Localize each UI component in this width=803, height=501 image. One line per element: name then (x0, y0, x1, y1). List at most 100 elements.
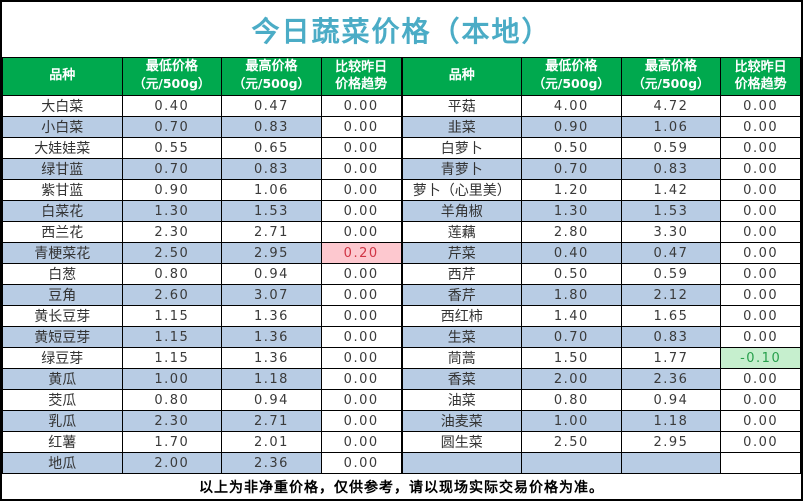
table-row: 茭瓜 0.80 0.94 0.00 (2, 389, 402, 411)
col-min-price: 最低价格 （元/500g） (121, 57, 223, 96)
table-row: 大娃娃菜 0.55 0.65 0.00 (2, 137, 402, 159)
table-row: 白萝卜 0.50 0.59 0.00 (401, 137, 801, 159)
max-price-cell: 2.71 (221, 410, 322, 432)
table-row: 茼蒿 1.50 1.77 -0.10 (401, 347, 801, 369)
table-row: 乳瓜 2.30 2.71 0.00 (2, 410, 402, 432)
min-price-cell: 1.30 (121, 200, 223, 222)
trend-cell: 0.00 (720, 200, 801, 222)
min-price-cell: 1.00 (521, 410, 622, 432)
variety-cell: 西芹 (401, 263, 523, 285)
min-price-cell: 1.00 (121, 368, 223, 390)
header-label: 价格趋势 (734, 76, 787, 92)
max-price-cell: 2.36 (620, 368, 722, 390)
min-price-cell: 2.50 (521, 431, 622, 453)
variety-cell: 香菜 (401, 368, 523, 390)
table-row: 西芹 0.50 0.59 0.00 (401, 263, 801, 285)
variety-cell: 油菜 (401, 389, 523, 411)
table-row: 青梗菜花 2.50 2.95 0.20 (2, 242, 402, 264)
variety-cell: 芹菜 (401, 242, 523, 264)
variety-cell: 青梗菜花 (2, 242, 123, 264)
col-variety: 品种 (401, 57, 523, 96)
variety-cell: 青萝卜 (401, 158, 523, 180)
variety-cell: 西红柿 (401, 305, 523, 327)
variety-cell (401, 452, 523, 474)
min-price-cell: 0.90 (121, 179, 223, 201)
variety-cell: 萝卜（心里美） (401, 179, 523, 201)
trend-cell: 0.00 (320, 263, 402, 285)
col-trend: 比较昨日 价格趋势 (320, 57, 402, 96)
max-price-cell: 2.12 (620, 284, 722, 306)
variety-cell: 油麦菜 (401, 410, 523, 432)
variety-cell: 豆角 (2, 284, 123, 306)
tables-area: 品种 最低价格 （元/500g） 最高价格 （元/500g） 比较昨日 价格趋势 大白… (2, 57, 801, 474)
max-price-cell: 0.94 (221, 389, 322, 411)
max-price-cell: 2.95 (620, 431, 722, 453)
max-price-cell: 0.83 (620, 326, 722, 348)
max-price-cell: 0.59 (620, 263, 722, 285)
min-price-cell: 1.80 (521, 284, 622, 306)
max-price-cell: 1.06 (221, 179, 322, 201)
table-row: 萝卜（心里美） 1.20 1.42 0.00 (401, 179, 801, 201)
min-price-cell: 1.20 (521, 179, 622, 201)
header-label: 最高价格 (644, 59, 697, 75)
trend-cell: 0.00 (720, 221, 801, 243)
table-row: 白葱 0.80 0.94 0.00 (2, 263, 402, 285)
min-price-cell: 2.30 (121, 221, 223, 243)
max-price-cell: 3.30 (620, 221, 722, 243)
min-price-cell: 0.70 (121, 116, 223, 138)
table-row: 小白菜 0.70 0.83 0.00 (2, 116, 402, 138)
variety-cell: 圆生菜 (401, 431, 523, 453)
variety-cell: 乳瓜 (2, 410, 123, 432)
max-price-cell: 1.36 (221, 347, 322, 369)
table-row (401, 452, 801, 474)
header-unit: （元/500g） (232, 76, 311, 91)
footer-note: 以上为非净重价格，仅供参考，请以现场实际交易价格为准。 (199, 480, 604, 496)
variety-cell: 羊角椒 (401, 200, 523, 222)
trend-cell: 0.20 (320, 242, 402, 264)
table-row: 香菜 2.00 2.36 0.00 (401, 368, 801, 390)
min-price-cell: 1.15 (121, 347, 223, 369)
trend-cell: 0.00 (720, 431, 801, 453)
trend-cell: 0.00 (720, 179, 801, 201)
variety-cell: 茭瓜 (2, 389, 123, 411)
max-price-cell: 1.36 (221, 305, 322, 327)
trend-cell: 0.00 (720, 116, 801, 138)
trend-cell: 0.00 (320, 200, 402, 222)
trend-cell: 0.00 (720, 263, 801, 285)
trend-cell: 0.00 (320, 368, 402, 390)
variety-cell: 香芹 (401, 284, 523, 306)
min-price-cell: 0.80 (521, 389, 622, 411)
header-label: 比较昨日 (335, 59, 388, 75)
variety-cell: 紫甘蓝 (2, 179, 123, 201)
min-price-cell: 0.70 (521, 158, 622, 180)
max-price-cell: 0.83 (620, 158, 722, 180)
min-price-cell: 0.55 (121, 137, 223, 159)
min-price-cell: 0.70 (521, 326, 622, 348)
min-price-cell: 0.80 (121, 389, 223, 411)
table-row: 香芹 1.80 2.12 0.00 (401, 284, 801, 306)
variety-cell: 绿甘蓝 (2, 158, 123, 180)
trend-cell: 0.00 (320, 116, 402, 138)
max-price-cell: 2.71 (221, 221, 322, 243)
table-row: 芹菜 0.40 0.47 0.00 (401, 242, 801, 264)
table-row: 平菇 4.00 4.72 0.00 (401, 95, 801, 117)
variety-cell: 小白菜 (2, 116, 123, 138)
col-variety: 品种 (2, 57, 123, 96)
col-max-price: 最高价格 （元/500g） (221, 57, 322, 96)
header-label: 价格趋势 (335, 76, 388, 92)
header-label: 比较昨日 (734, 59, 787, 75)
table-row: 红薯 1.70 2.01 0.00 (2, 431, 402, 453)
trend-cell: 0.00 (320, 95, 402, 117)
max-price-cell (620, 452, 722, 474)
trend-cell: 0.00 (320, 158, 402, 180)
header-unit: （元/500g） (133, 76, 211, 91)
min-price-cell: 1.15 (121, 326, 223, 348)
trend-cell: 0.00 (720, 389, 801, 411)
trend-cell: 0.00 (720, 368, 801, 390)
min-price-cell: 0.50 (521, 137, 622, 159)
table-row: 黄长豆芽 1.15 1.36 0.00 (2, 305, 402, 327)
variety-cell: 大娃娃菜 (2, 137, 123, 159)
variety-cell: 红薯 (2, 431, 123, 453)
max-price-cell: 1.65 (620, 305, 722, 327)
